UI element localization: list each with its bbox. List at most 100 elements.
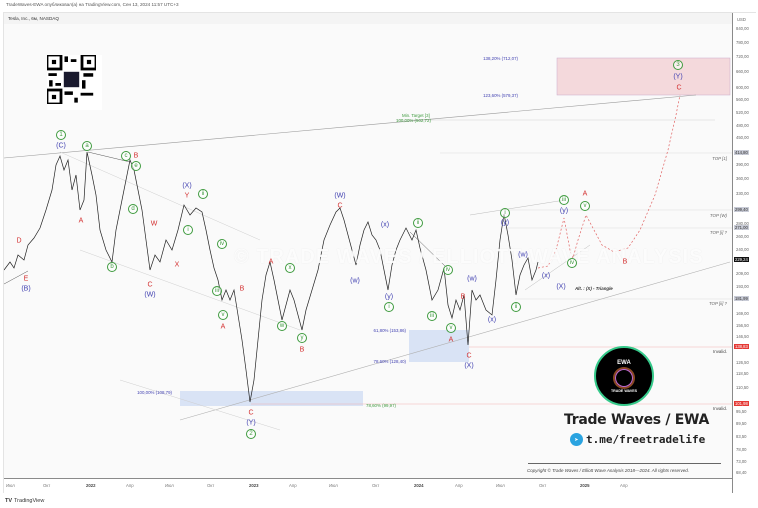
- wave-label: (y): [559, 207, 569, 215]
- wave-label: E: [23, 275, 29, 283]
- price-tick: 600,00: [736, 85, 749, 90]
- wave-label: d: [128, 204, 138, 214]
- time-tick: Июл: [496, 483, 505, 488]
- brand-title: Trade Waves / EWA: [564, 412, 710, 428]
- wave-label: c: [121, 151, 131, 161]
- price-tick: 330,00: [736, 191, 749, 196]
- wave-label: (X): [464, 362, 474, 370]
- ewa-logo-text: EWA: [617, 359, 631, 366]
- wave-label: x: [285, 263, 295, 273]
- wave-label: B: [133, 152, 139, 160]
- wave-label: i: [384, 302, 394, 312]
- top-ii-label: TOP [ii] ?: [708, 301, 727, 306]
- price-tick: 840,00: [736, 26, 749, 31]
- wave-label: C: [248, 409, 254, 417]
- wave-label: Y: [184, 192, 190, 200]
- price-tick: 480,00: [736, 123, 749, 128]
- price-tick: 68,40: [736, 470, 747, 475]
- wave-label: iii: [212, 286, 222, 296]
- telegram-link[interactable]: ➤ t.me/freetradelife: [570, 433, 705, 446]
- price-tick: 89,50: [736, 421, 747, 426]
- wave-label: (x): [541, 272, 551, 280]
- price-tick: 720,00: [736, 54, 749, 59]
- price-tick: 209,00: [736, 271, 749, 276]
- price-tick: 390,00: [736, 162, 749, 167]
- time-tick: Окт: [539, 483, 547, 488]
- time-tick: 2024: [414, 483, 424, 488]
- price-tick: 169,00: [736, 311, 749, 316]
- price-tag: 414,80: [734, 150, 749, 155]
- price-tick: 520,00: [736, 110, 749, 115]
- target-zone: [556, 57, 731, 96]
- time-tick: 2022: [86, 483, 96, 488]
- price-tick: 260,00: [736, 234, 749, 239]
- fib-low-lower: 78,60% (99,97): [366, 403, 397, 408]
- qr-code[interactable]: [47, 55, 102, 110]
- wave-emblem-icon: [615, 368, 633, 387]
- currency-label: USD: [737, 17, 746, 22]
- price-tick: 240,00: [736, 247, 749, 252]
- top-1-label: TOP [1]: [712, 156, 727, 161]
- price-tag: 181,99: [734, 296, 749, 301]
- wave-label: (y): [500, 219, 510, 227]
- wave-label: A: [78, 217, 84, 225]
- wave-label: (Y): [673, 73, 683, 81]
- wave-label: C: [676, 84, 682, 92]
- fib-mid-lower: 78,60% (128,40): [373, 359, 406, 364]
- fib-target-upper: 138,20% (712,07): [483, 56, 518, 61]
- wave-label: D: [16, 237, 22, 245]
- time-axis[interactable]: Июл Окт 2022 Апр Июл Окт 2023 Апр Июл Окт 2024 Апр И…: [4, 478, 732, 493]
- price-tick: 360,00: [736, 176, 749, 181]
- time-tick: Апр: [126, 483, 134, 488]
- wave-label: (w): [467, 275, 477, 283]
- telegram-icon: ➤: [570, 433, 583, 446]
- invalid-label-2: Invalid.: [713, 406, 727, 411]
- time-tick: Июл: [165, 483, 174, 488]
- fib-target-lower: 123,60% (579,37): [483, 93, 518, 98]
- price-tick: 450,00: [736, 135, 749, 140]
- wave-label: A: [582, 190, 588, 198]
- price-tick: 280,00: [736, 221, 749, 226]
- wave-label: (B): [21, 285, 31, 293]
- top-w-label: TOP (W): [709, 213, 727, 218]
- price-tick: 118,50: [736, 371, 749, 376]
- wave-label: w: [277, 321, 287, 331]
- tradingview-brand: TradingView: [14, 498, 45, 504]
- wave-label: ii: [511, 302, 521, 312]
- wave-label: v: [580, 201, 590, 211]
- tradingview-mark-icon: TV: [5, 498, 13, 504]
- price-tag: 229,24: [734, 257, 749, 262]
- wave-label: (y): [384, 293, 394, 301]
- copyright-divider: [528, 463, 721, 464]
- wave-label: iii: [427, 311, 437, 321]
- wave-label: W: [150, 220, 158, 228]
- wave-label: iv: [567, 258, 577, 268]
- wave-label: (x): [380, 221, 390, 229]
- time-tick: Апр: [620, 483, 628, 488]
- wave-label: ii: [198, 189, 208, 199]
- time-tick: Окт: [372, 483, 380, 488]
- wave-label: v: [218, 310, 228, 320]
- time-tick: Июл: [6, 483, 15, 488]
- price-tick: 156,50: [736, 323, 749, 328]
- ewa-logo-subtext: TRADE WAVES: [610, 388, 638, 393]
- chart-header: [4, 13, 754, 24]
- wave-label: b: [107, 262, 117, 272]
- price-tick: 95,50: [736, 409, 747, 414]
- wave-label: A: [448, 336, 454, 344]
- price-tick: 73,00: [736, 459, 747, 464]
- price-tag: 101,98: [734, 401, 749, 406]
- top-i-label: TOP [i] ?: [709, 230, 727, 235]
- tradingview-logo[interactable]: TV TradingView: [5, 498, 44, 504]
- price-tick: 780,00: [736, 40, 749, 45]
- chart-plot-area[interactable]: © TRADE WAVES / ELLIOTT WAVE ANALYSIS: [4, 24, 732, 478]
- telegram-link-text[interactable]: t.me/freetradelife: [586, 433, 706, 446]
- price-tick: 660,00: [736, 69, 749, 74]
- watermark: © TRADE WAVES / ELLIOTT WAVE ANALYSIS: [234, 246, 704, 268]
- time-tick: Апр: [289, 483, 297, 488]
- publish-caption: TradeWaves-EWA опубликовал(а) на Trading…: [6, 2, 179, 7]
- wave-label: iv: [443, 265, 453, 275]
- wave-label: e: [131, 161, 141, 171]
- price-axis[interactable]: USD 840,00 780,00 720,00 660,00 600,00 560,00…: [732, 13, 756, 493]
- wave-label: C: [466, 352, 472, 360]
